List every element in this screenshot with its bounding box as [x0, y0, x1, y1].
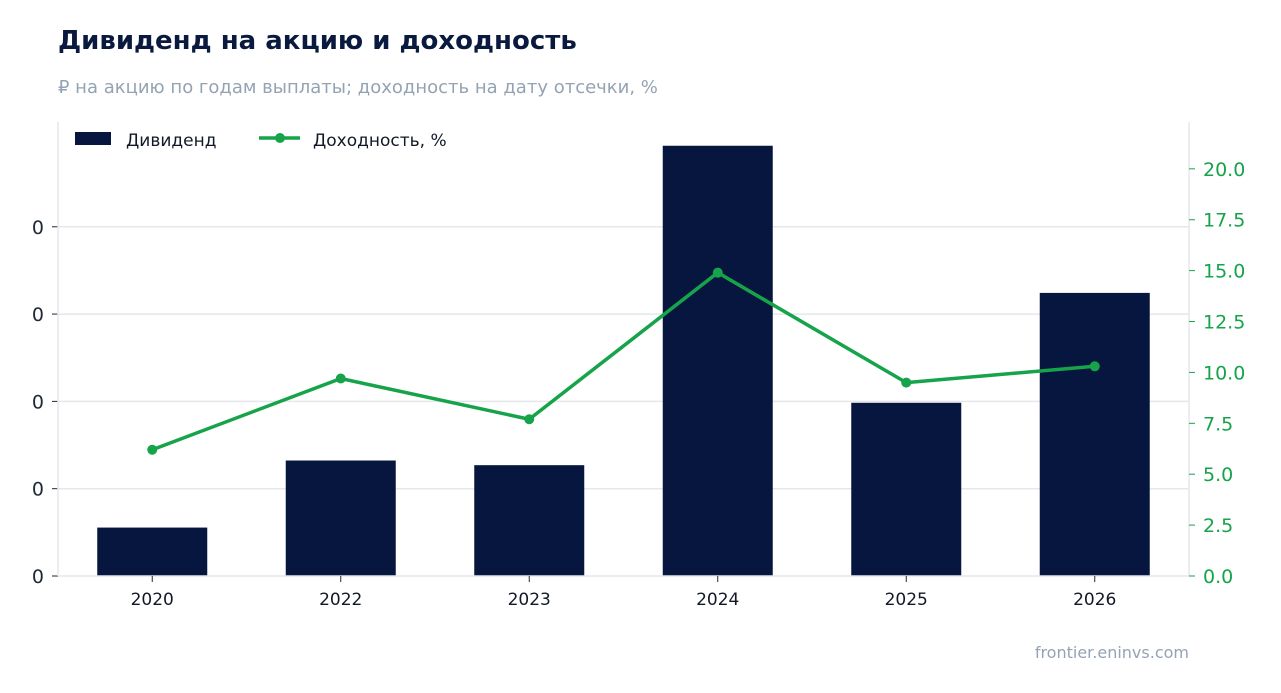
yield-point	[335, 373, 346, 384]
bar	[1039, 292, 1150, 576]
grid	[58, 226, 1189, 490]
yield-line	[151, 270, 1095, 452]
yield-point	[712, 267, 723, 278]
x-tick-label: 2025	[885, 590, 928, 610]
y-left-tick-label: 0	[32, 304, 44, 326]
yield-point	[901, 377, 912, 388]
line-series	[147, 267, 1100, 455]
bar	[851, 402, 962, 576]
x-tick-label: 2023	[508, 590, 551, 610]
y-right-tick-label: 0.0	[1203, 566, 1233, 588]
bar	[97, 527, 208, 576]
y-right-tick-label: 17.5	[1203, 210, 1245, 232]
y-right-tick-label: 12.5	[1203, 312, 1245, 334]
x-tick-label: 2024	[696, 590, 739, 610]
y-right-tick-label: 7.5	[1203, 413, 1233, 435]
y-right-tick-label: 5.0	[1203, 464, 1233, 486]
x-tick-label: 2020	[131, 590, 174, 610]
y-left-tick-label: 0	[32, 217, 44, 239]
legend: Дивиденд Доходность, %	[75, 131, 447, 151]
legend-label-dividend: Дивиденд	[126, 131, 216, 151]
bar	[474, 465, 585, 576]
y-left-tick-label: 0	[32, 391, 44, 413]
yield-point	[1089, 361, 1100, 372]
y-left-tick-label: 0	[32, 566, 44, 588]
source-credit: frontier.eninvs.com	[1034, 643, 1189, 662]
y-right-tick-label: 15.0	[1203, 261, 1245, 283]
yield-point	[524, 414, 535, 425]
x-tick-label: 2026	[1073, 590, 1116, 610]
bar	[285, 460, 396, 576]
yield-point	[147, 444, 158, 455]
axes: 0 0 0 0 0 2020 2022 2023 2024 2025 2026 0.0 2.5 5.0 7.…	[32, 122, 1245, 610]
y-right-tick-label: 10.0	[1203, 362, 1245, 384]
chart-title: Дивиденд на акцию и доходность	[58, 26, 577, 56]
legend-swatch-yield-marker	[275, 133, 285, 143]
chart-subtitle: ₽ на акцию по годам выплаты; доходность …	[58, 77, 658, 98]
bar	[662, 145, 773, 577]
y-left-tick-label: 0	[32, 479, 44, 501]
y-right-tick-label: 2.5	[1203, 515, 1233, 537]
x-tick-label: 2022	[319, 590, 362, 610]
bar-series	[97, 145, 1150, 577]
legend-swatch-dividend	[75, 132, 111, 145]
legend-label-yield: Доходность, %	[313, 131, 447, 151]
y-right-tick-label: 20.0	[1203, 159, 1245, 181]
